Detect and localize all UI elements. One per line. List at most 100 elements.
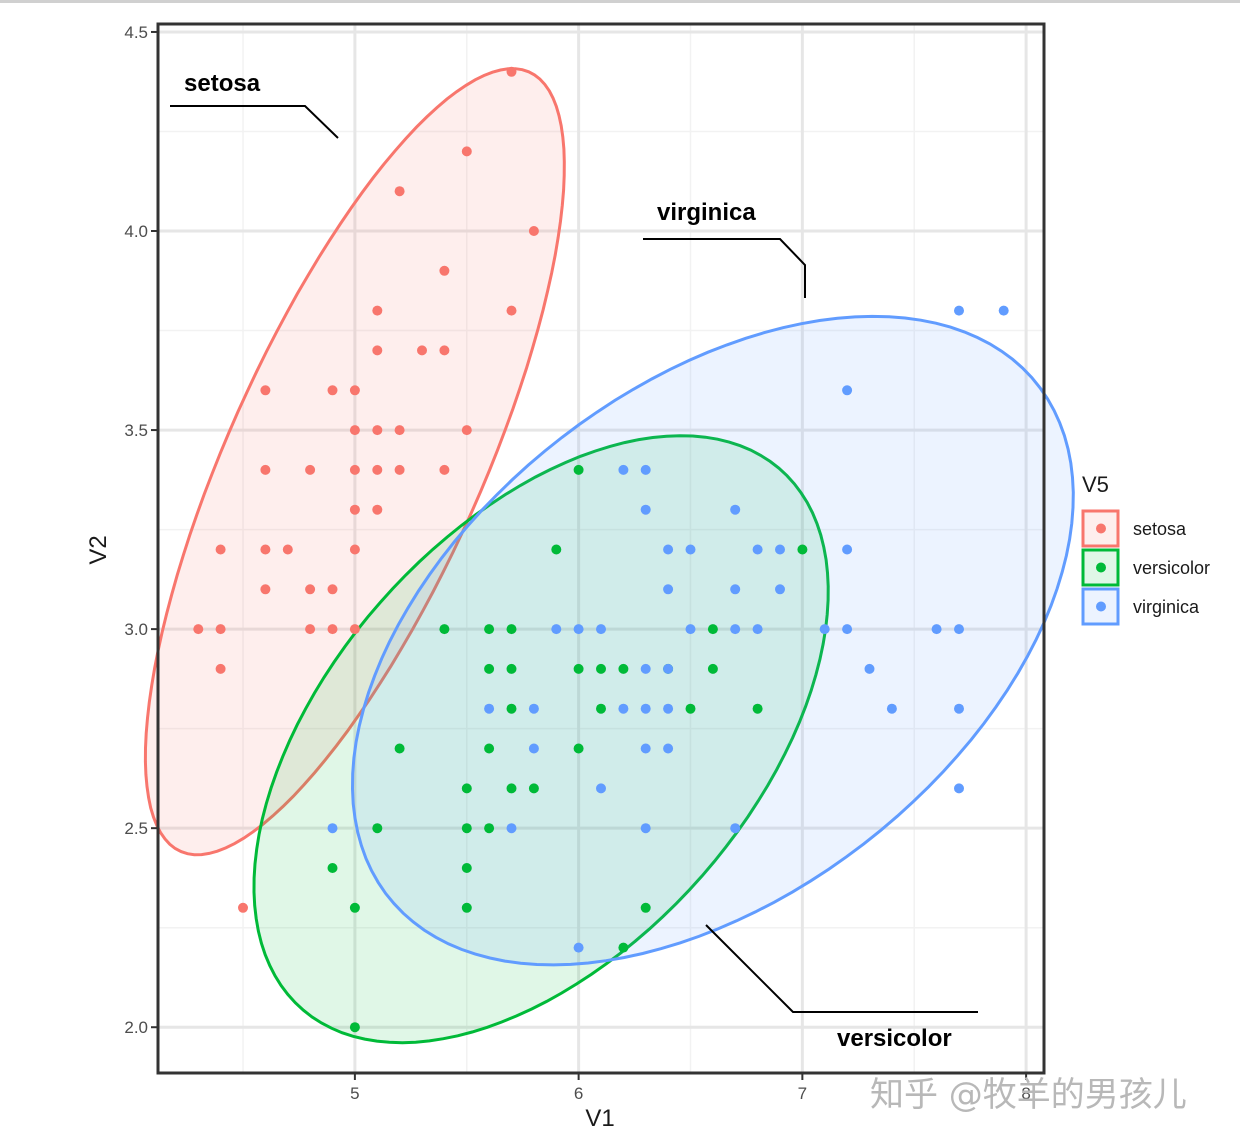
x-tick-label: 7 [798, 1084, 807, 1103]
point-virginica [573, 942, 584, 953]
point-setosa [215, 624, 226, 635]
legend-dot-versicolor [1096, 562, 1106, 573]
point-versicolor [573, 464, 584, 475]
annotation-label-versicolor: versicolor [837, 1025, 952, 1052]
point-setosa [372, 305, 383, 316]
y-axis: 2.0 2.5 3.0 3.5 4.0 4.5 [124, 23, 157, 1037]
point-virginica [640, 743, 651, 754]
point-setosa [394, 425, 405, 436]
legend: V5 setosa versicolor virginica [1081, 472, 1210, 626]
point-versicolor [506, 783, 517, 794]
point-setosa [260, 584, 271, 595]
y-tick-label: 3.5 [124, 421, 148, 440]
point-virginica [954, 783, 964, 794]
point-setosa [372, 345, 383, 356]
point-virginica [775, 544, 785, 555]
point-versicolor [685, 703, 696, 714]
point-setosa [260, 544, 271, 555]
ellipse-virginica [350, 314, 1075, 967]
annotation-line-versicolor [705, 924, 978, 1013]
point-virginica [730, 584, 741, 595]
annotation-label-virginica: virginica [657, 199, 756, 226]
point-virginica [752, 624, 763, 635]
point-versicolor [484, 624, 495, 635]
point-virginica [998, 305, 1009, 316]
point-setosa [439, 464, 450, 475]
point-versicolor [461, 783, 472, 794]
point-versicolor [484, 743, 495, 754]
point-versicolor [349, 1022, 360, 1033]
y-axis-title: V2 [85, 535, 112, 564]
point-virginica [484, 703, 495, 714]
point-setosa [238, 902, 248, 913]
point-setosa [327, 624, 338, 635]
point-versicolor [640, 902, 651, 913]
annotation-line-setosa [170, 105, 339, 139]
point-virginica [775, 584, 785, 595]
point-virginica [931, 624, 942, 635]
point-virginica [618, 464, 629, 475]
point-setosa [260, 464, 271, 475]
grid-major [158, 24, 1044, 1073]
point-versicolor [506, 663, 517, 674]
point-versicolor [327, 863, 338, 873]
point-versicolor [439, 624, 450, 635]
point-virginica [618, 703, 629, 714]
point-versicolor [596, 703, 606, 714]
point-versicolor [461, 902, 472, 913]
point-virginica [685, 624, 696, 635]
point-virginica [596, 624, 606, 635]
annotation-line-virginica [643, 238, 806, 298]
point-setosa [327, 584, 338, 595]
x-tick-label: 8 [1021, 1084, 1030, 1103]
point-virginica [864, 663, 875, 674]
point-versicolor [349, 902, 360, 913]
point-versicolor [707, 624, 718, 635]
point-setosa [305, 464, 316, 475]
point-virginica [842, 544, 853, 555]
point-versicolor [551, 544, 562, 555]
point-virginica [506, 823, 517, 834]
point-virginica [573, 624, 584, 635]
point-virginica [528, 743, 539, 754]
point-virginica [640, 504, 651, 515]
ellipses [143, 67, 1075, 1045]
point-setosa [372, 425, 383, 436]
point-virginica [663, 663, 674, 674]
point-setosa [349, 464, 360, 475]
point-setosa [349, 624, 360, 635]
point-setosa [394, 464, 405, 475]
x-axis-title: V1 [585, 1105, 614, 1132]
point-versicolor [484, 663, 495, 674]
point-virginica [640, 663, 651, 674]
x-axis: 5 6 7 8 [350, 1074, 1031, 1103]
y-tick-label: 2.0 [124, 1018, 148, 1037]
point-virginica [663, 544, 674, 555]
point-virginica [954, 305, 964, 316]
point-setosa [193, 624, 204, 635]
point-setosa [506, 66, 517, 77]
point-versicolor [573, 663, 584, 674]
x-tick-label: 6 [574, 1084, 583, 1103]
point-setosa [528, 226, 539, 236]
point-virginica [663, 584, 674, 595]
x-tick-label: 5 [350, 1084, 359, 1103]
point-setosa [305, 584, 316, 595]
point-virginica [663, 703, 674, 714]
point-setosa [372, 504, 383, 515]
grid-minor [158, 24, 1044, 1073]
point-versicolor [707, 663, 718, 674]
point-virginica [640, 464, 651, 475]
point-virginica [640, 703, 651, 714]
legend-label-versicolor: versicolor [1133, 558, 1210, 578]
point-versicolor [618, 663, 629, 674]
point-virginica [685, 544, 696, 555]
point-setosa [305, 624, 316, 635]
watermark: 知乎 @牧羊的男孩儿 [870, 1075, 1187, 1115]
annotation-label-setosa: setosa [184, 70, 261, 97]
point-setosa [439, 345, 450, 356]
legend-label-virginica: virginica [1133, 597, 1200, 617]
legend-title: V5 [1082, 472, 1109, 497]
